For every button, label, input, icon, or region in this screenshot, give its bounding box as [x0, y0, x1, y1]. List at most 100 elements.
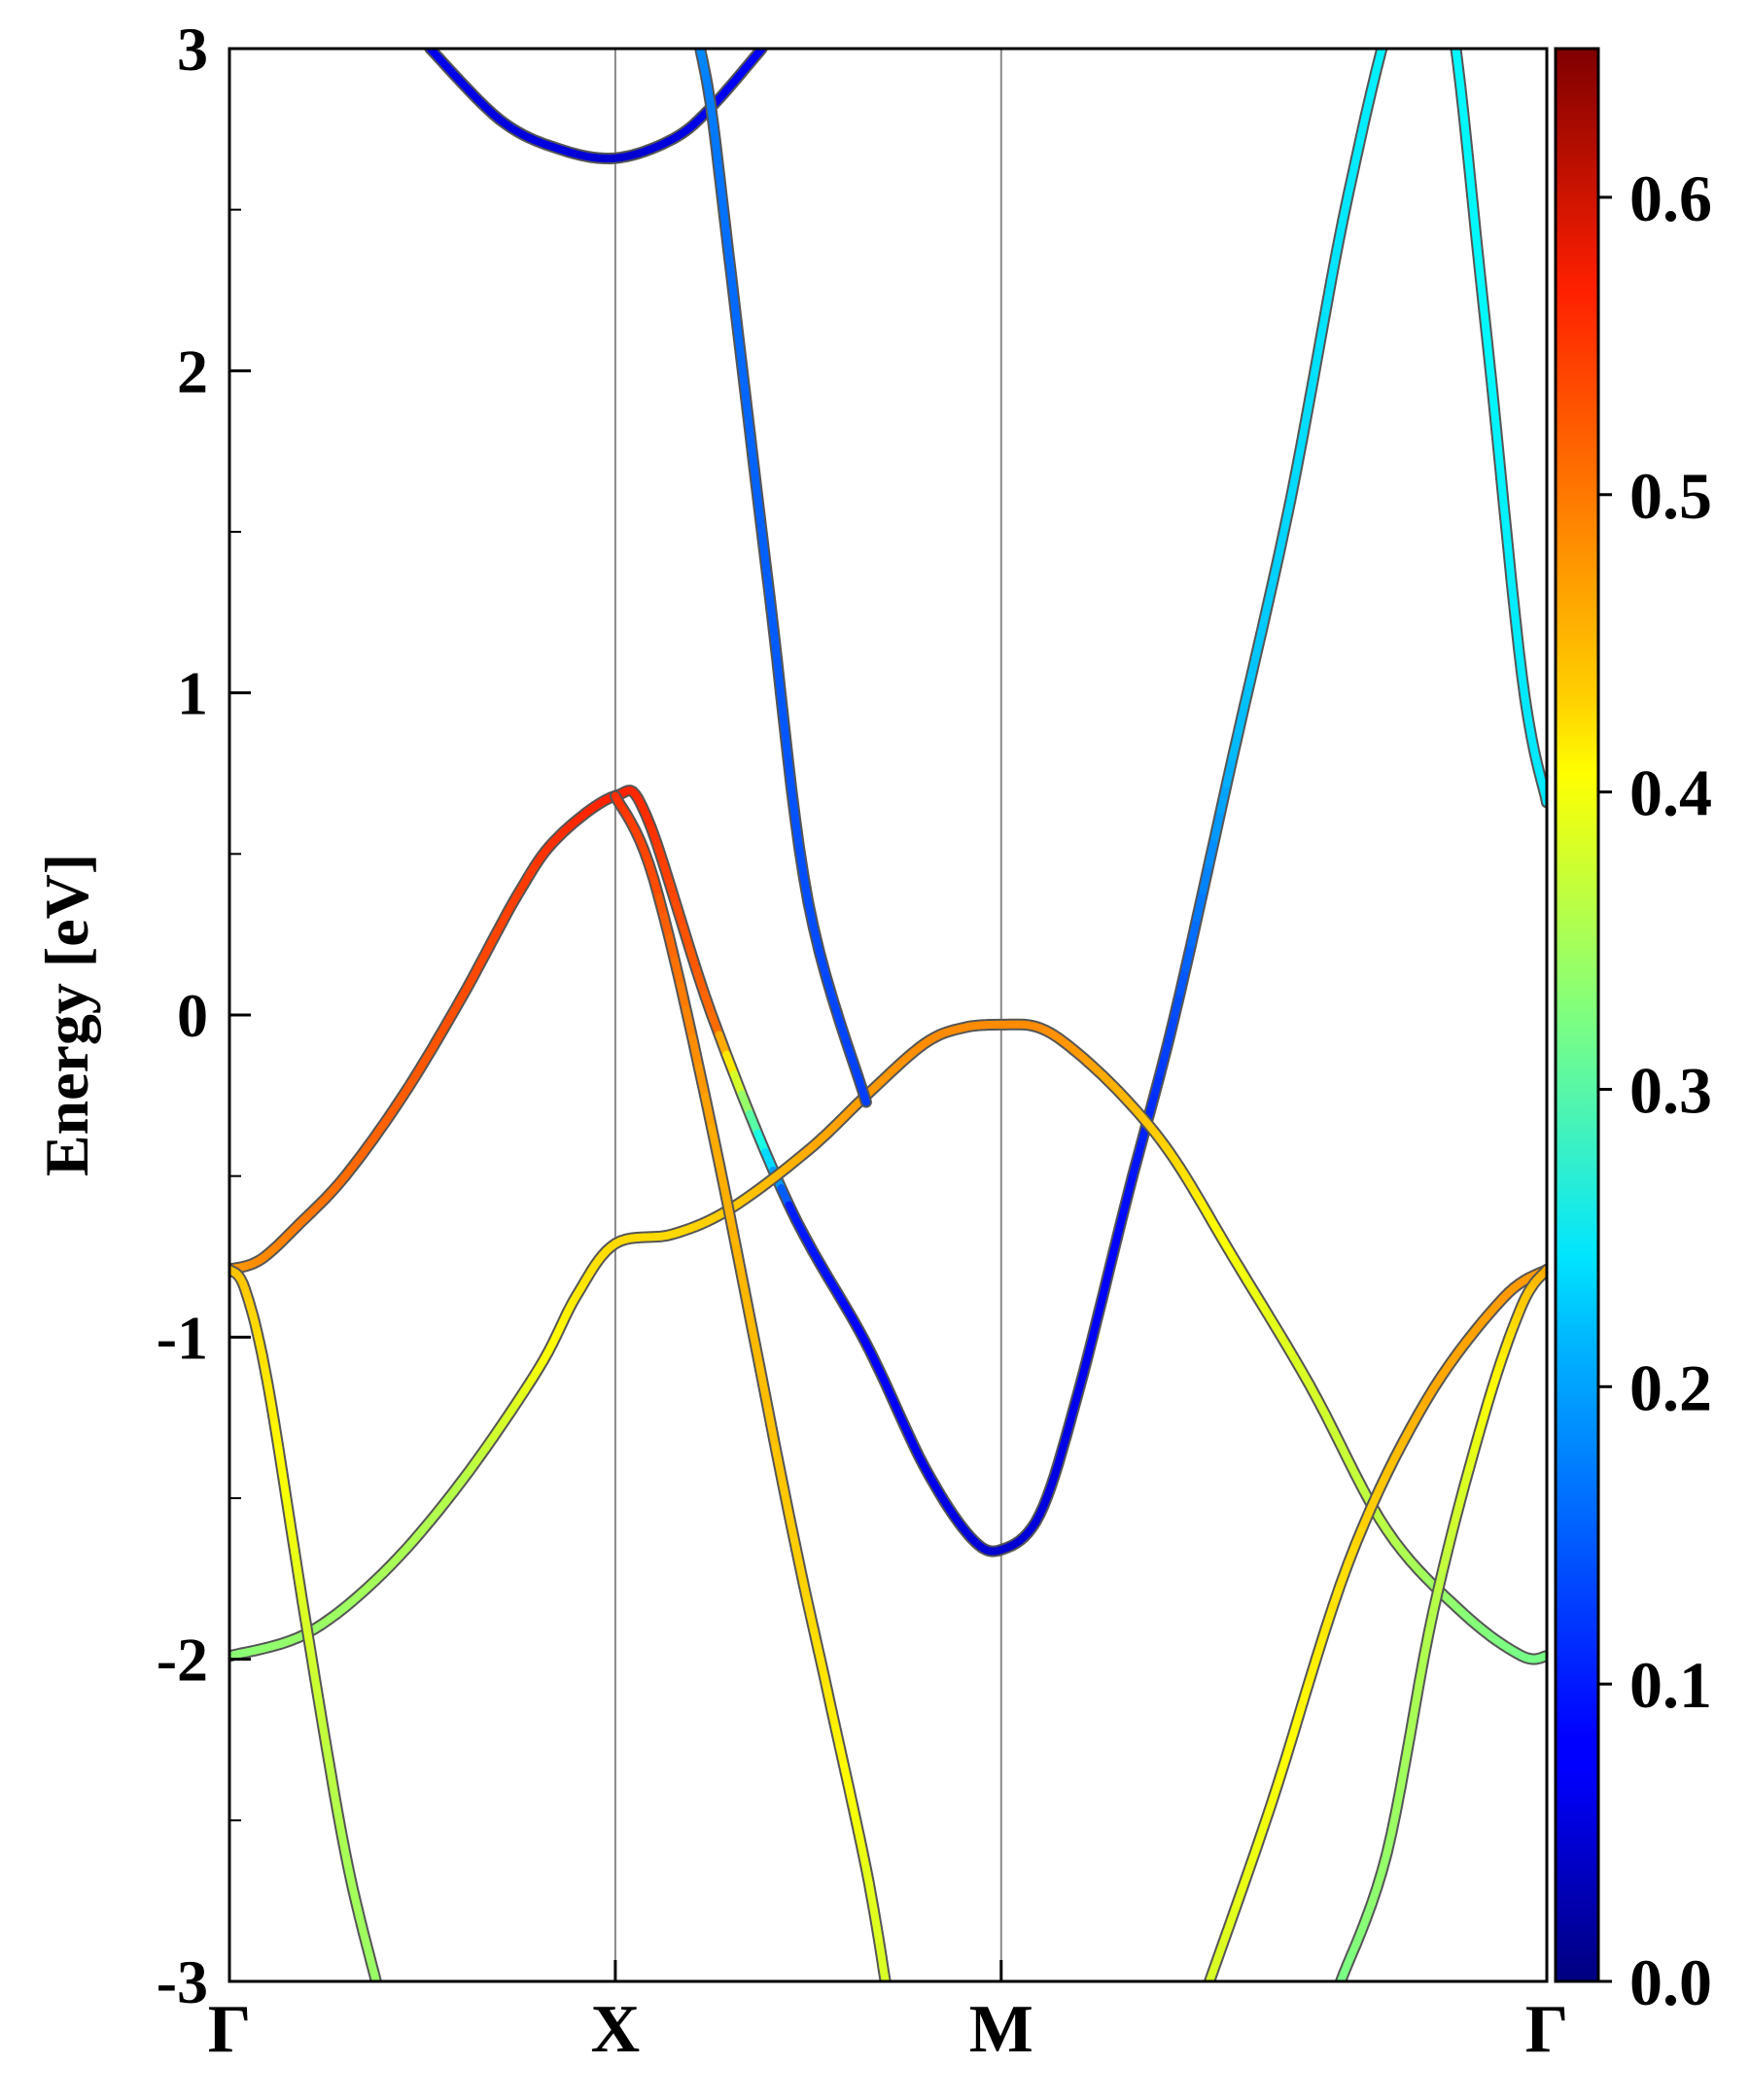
band-3-outline	[609, 789, 892, 1981]
band-3-segment	[708, 1124, 723, 1166]
band-7-segment	[780, 720, 792, 761]
band-2	[229, 1263, 382, 1981]
band-0-segment	[1452, 52, 1465, 91]
band-2-segment	[278, 1468, 291, 1502]
colorbar-tick-label: 0.5	[1629, 459, 1712, 533]
band-5-segment	[1406, 1705, 1418, 1740]
band-0-segment	[1210, 806, 1225, 842]
colorbar-tick-label: 0.3	[1629, 1053, 1712, 1127]
y-tick-label: 1	[177, 659, 208, 728]
band-0-segment	[1199, 859, 1213, 895]
band-7-segment	[776, 688, 788, 729]
band-3-segment	[779, 1479, 793, 1519]
band-lines	[229, 3, 1547, 1981]
band-0-segment	[1257, 602, 1272, 636]
y-tick-label: -2	[157, 1626, 208, 1695]
band-0-segment	[1507, 578, 1520, 622]
band-0-segment	[1245, 652, 1260, 685]
band-2-segment	[302, 1623, 315, 1655]
band-5	[1335, 1263, 1547, 1981]
band-0-segment	[1327, 245, 1342, 284]
band-3-segment	[676, 980, 690, 1015]
band-0-segment	[1495, 459, 1508, 508]
band-5-segment	[1411, 1679, 1423, 1714]
band-0-segment	[1175, 964, 1190, 997]
band-4-segment	[1274, 1755, 1290, 1787]
band-0-segment	[1488, 377, 1500, 426]
band-0-segment	[1315, 307, 1330, 348]
band-7-segment	[761, 560, 774, 601]
high-symmetry-lines	[613, 49, 1002, 1981]
band-7-segment	[795, 844, 808, 881]
band-3-segment	[785, 1510, 799, 1545]
y-axis: -3 -2 -1 0 1 2 3	[157, 15, 251, 2016]
band-3-segment	[715, 1157, 731, 1204]
band-0-segment	[1222, 752, 1237, 788]
band-0-segment	[1491, 417, 1504, 467]
band-3	[609, 789, 892, 1981]
band-5-segment	[1401, 1732, 1415, 1766]
band-0-segment	[1378, 49, 1386, 52]
band-2-segment	[310, 1670, 323, 1703]
band-0-segment	[1304, 371, 1318, 412]
band-4	[1204, 1263, 1547, 1981]
band-2-segment	[298, 1598, 311, 1631]
band-0-segment	[1205, 833, 1219, 868]
band-0-segment	[1228, 727, 1242, 761]
band-3-segment	[682, 1006, 697, 1042]
band-0-segment	[1333, 216, 1348, 254]
band-4-segment	[1289, 1704, 1306, 1738]
band-2-segment	[291, 1547, 303, 1582]
band-0-segment	[1367, 65, 1381, 97]
band-3-segment	[665, 933, 679, 964]
band-2-segment	[318, 1719, 331, 1751]
band-7-segment	[804, 898, 818, 931]
band-5-segment	[1415, 1654, 1428, 1688]
band-0-segment	[679, 923, 694, 955]
band-3-segment	[701, 1092, 717, 1132]
band-2-segment	[295, 1573, 307, 1607]
y-axis-label: Energy [eV]	[32, 854, 101, 1176]
band-0-segment	[1511, 613, 1523, 653]
band-0-segment	[1452, 49, 1461, 60]
x-tick-label-3: Γ	[1525, 1992, 1569, 2067]
band-0-segment	[1355, 113, 1370, 147]
band-0-segment	[1292, 436, 1307, 474]
band-0-segment	[672, 900, 687, 931]
band-0-segment	[1269, 550, 1283, 584]
band-0-segment	[1515, 646, 1526, 682]
band-4-segment	[1320, 1602, 1337, 1635]
band-7-segment	[788, 784, 799, 823]
band-0-segment	[1286, 467, 1301, 504]
colorbar-tick-label: 0.4	[1629, 756, 1712, 830]
band-0-segment	[1234, 702, 1248, 736]
band-7-segment	[815, 948, 830, 981]
band-0-segment	[1240, 678, 1254, 711]
band-0-segment	[1499, 500, 1512, 548]
band-4-segment	[1328, 1580, 1345, 1611]
band-0-segment	[685, 946, 702, 977]
plot-frame	[228, 47, 1549, 1983]
band-0-segment	[1298, 404, 1312, 444]
band-2-segment	[282, 1494, 295, 1529]
band-0-segment	[1460, 118, 1473, 163]
band-7-segment	[822, 972, 837, 1003]
band-3-segment	[688, 1033, 703, 1071]
band-0-segment	[1456, 84, 1469, 126]
band-0-segment	[1349, 138, 1364, 172]
band-0-segment	[1449, 3, 1452, 27]
band-7-segment	[745, 422, 757, 465]
colorbar-tick-label: 0.6	[1629, 161, 1712, 235]
colorbar: 0.0 0.1 0.2 0.3 0.4 0.5 0.6	[1554, 47, 1712, 2019]
band-0-segment	[1361, 88, 1376, 122]
band-0-segment	[1345, 163, 1358, 198]
band-7-segment	[749, 457, 762, 500]
band-4-segment	[1281, 1730, 1298, 1763]
y-tick-label: -3	[157, 1947, 208, 2016]
band-2-segment	[314, 1695, 327, 1728]
band-7-segment	[799, 872, 813, 906]
band-0-segment	[1483, 338, 1496, 386]
band-3-segment	[694, 1063, 710, 1101]
band-4-segment	[1305, 1652, 1321, 1687]
